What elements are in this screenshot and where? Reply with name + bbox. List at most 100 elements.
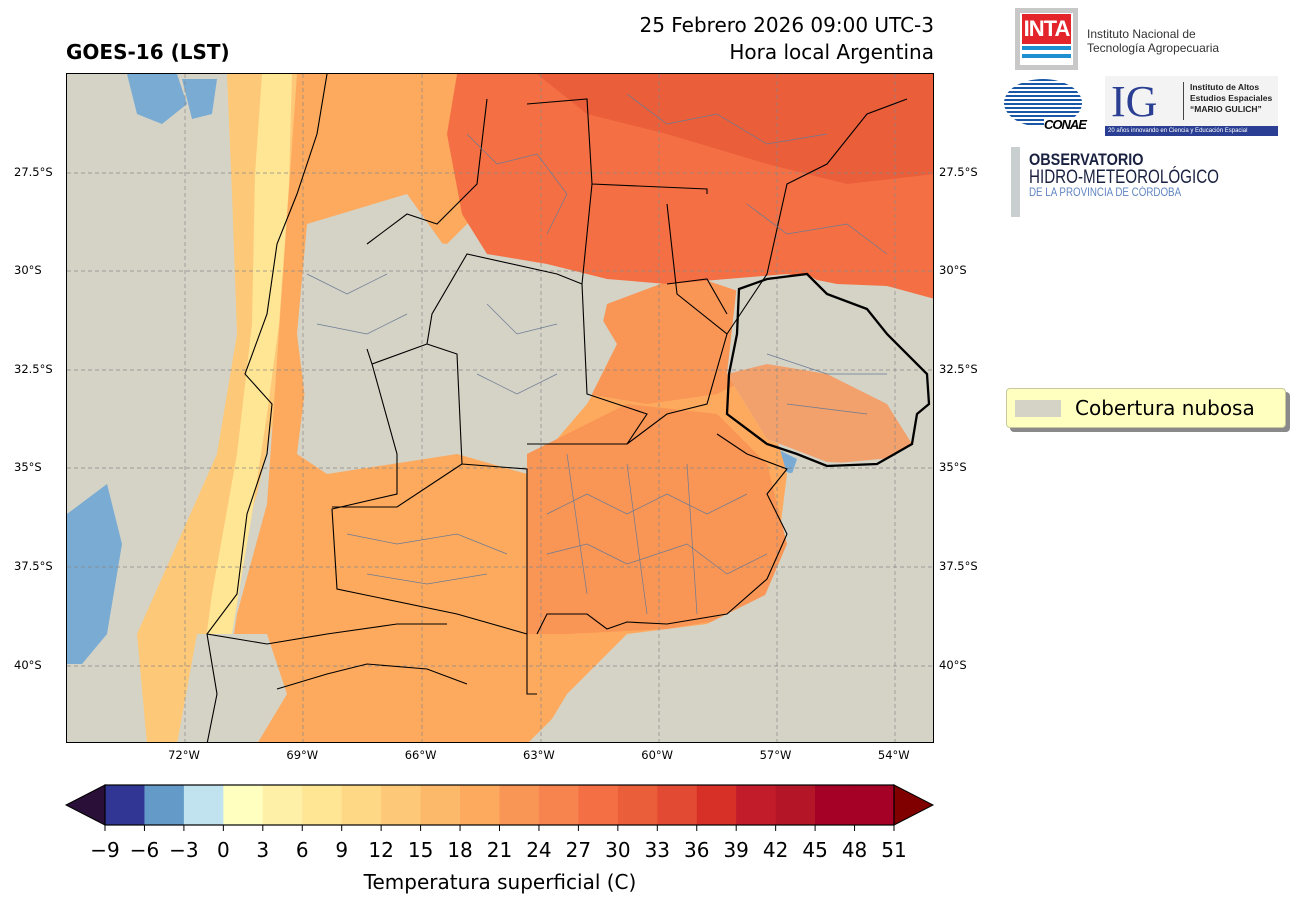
inta-name-line-2: Tecnología Agropecuaria [1087,41,1220,55]
inta-name-line-1: Instituto Nacional de [1087,27,1196,41]
colorbar-tick-label: 15 [407,838,434,862]
colorbar-tick-label: 33 [644,838,671,862]
timestamp: 25 Febrero 2026 09:00 UTC-3 Hora local A… [639,12,934,66]
lon-tick-label: 54°W [877,748,910,762]
lat-tick-label: 40°S [939,658,967,672]
temperature-map[interactable] [66,73,934,743]
observatorio-line-2: HIDRO-METEOROLÓGICO [1029,167,1220,188]
lat-tick-label: 35°S [939,460,967,474]
lat-tick-label: 30°S [939,263,967,277]
lon-tick-label: 63°W [523,748,555,762]
colorbar-segment [578,785,619,825]
colorbar-segment [538,785,579,825]
lat-tick-label: 37.5°S [14,559,53,573]
time-note: Hora local Argentina [729,40,934,64]
lat-tick-label: 40°S [14,658,42,672]
colorbar-segment [262,785,303,825]
colorbar-tick-label: 30 [605,838,631,862]
colorbar-tick-label: −3 [169,838,199,862]
colorbar-tick-label: −9 [90,838,120,862]
lon-tick-label: 72°W [168,748,200,762]
colorbar-tick-label: 6 [295,838,309,862]
lat-tick-label: 27.5°S [939,165,978,179]
department-borders [306,93,888,615]
graticule [67,74,933,742]
lat-tick-label: 32.5°S [939,362,978,376]
colorbar-tick-label: 9 [335,838,349,862]
colorbar-tick-label: 48 [841,838,868,862]
colorbar-tick-label: 42 [762,838,789,862]
cloud-cover-legend: Cobertura nubosa [1006,388,1286,428]
conae-logo-text: CONAE [1044,117,1087,132]
ig-name-line-1: Instituto de Altos [1190,82,1260,92]
cloud-area-central [297,194,617,454]
inta-logo: INTA [1015,8,1078,70]
warm-area-litoral [587,274,757,404]
colorbar-segment [341,785,382,825]
ig-logo-mark: IG [1111,77,1158,126]
colorbar [64,784,935,831]
colorbar-tick-label: 18 [447,838,473,862]
hot-area-north [537,74,933,184]
observatorio-line-1: OBSERVATORIO [1029,150,1144,169]
map-canvas [67,74,933,742]
colorbar-over-arrow [893,784,935,826]
colorbar-tick-label: 45 [802,838,828,862]
colorbar-tick-label: 24 [526,838,552,862]
colorbar-tick-label: 3 [256,838,270,862]
date-line: 25 Febrero 2026 09:00 UTC-3 [639,13,934,37]
observatorio-logo: OBSERVATORIO HIDRO-METEOROLÓGICO DE LA P… [1011,147,1261,217]
inta-name: Instituto Nacional de Tecnología Agropec… [1087,27,1219,55]
colorbar-tick-label: 12 [368,838,394,862]
colorbar-under-arrow [64,784,106,826]
colorbar-tick-label: 39 [723,838,749,862]
lat-tick-label: 37.5°S [939,559,978,573]
colorbar-segment [183,785,224,825]
lat-tick-label: 32.5°S [14,362,53,376]
province-borders [206,74,908,742]
colorbar-segment [657,785,698,825]
atlantic-ocean [538,454,933,742]
warm-area-buenos-aires [527,404,787,634]
map-title: GOES-16 (LST) [66,40,230,64]
colorbar-segment [381,785,422,825]
colorbar-segment [105,785,145,825]
colorbar-segment [420,785,461,825]
colorbar-segment [144,785,185,825]
lon-tick-label: 69°W [286,748,319,762]
colorbar-segment [302,785,343,825]
colorbar-segment [854,785,895,825]
colorbar-segment [736,785,777,825]
uruguay-warm-patch [727,364,912,464]
colorbar-segment [775,785,816,825]
colorbar-tick-label: 0 [216,838,230,862]
lat-tick-label: 35°S [14,460,42,474]
colorbar-tick-label: 36 [684,838,710,862]
colorbar-segment [815,785,856,825]
colorbar-segment [617,785,658,825]
ig-name-line-2: Estudios Espaciales [1190,93,1273,103]
colorbar-segment [696,785,737,825]
cloud-cover-swatch [1015,399,1061,417]
lon-tick-label: 66°W [404,748,437,762]
andes-strip [192,74,292,742]
ig-logo: IG Instituto de Altos Estudios Espaciale… [1105,76,1278,136]
colorbar-segment [223,785,264,825]
lon-tick-label: 57°W [759,748,792,762]
colorbar-tick-label: 27 [565,838,592,862]
lat-tick-label: 30°S [14,263,42,277]
colorbar-label: Temperatura superficial (C) [363,870,637,894]
inta-logo-mark: INTA [1022,14,1071,44]
lat-tick-label: 27.5°S [14,165,53,179]
colorbar-segment [460,785,500,825]
colorbar-tick-label: 51 [881,838,907,862]
cloud-cover-label: Cobertura nubosa [1075,396,1255,420]
cloud-area-south [177,634,287,742]
ig-name-line-3: “MARIO GULICH” [1190,104,1262,114]
colorbar-tick-label: 21 [486,838,513,862]
conae-logo: CONAE [1004,79,1088,134]
lon-tick-label: 60°W [641,748,674,762]
colorbar-tick-label: −6 [129,838,160,862]
observatorio-line-3: DE LA PROVINCIA DE CÓRDOBA [1029,187,1182,199]
ig-tagline: 20 años innovando en Ciencia y Educación… [1105,126,1278,136]
